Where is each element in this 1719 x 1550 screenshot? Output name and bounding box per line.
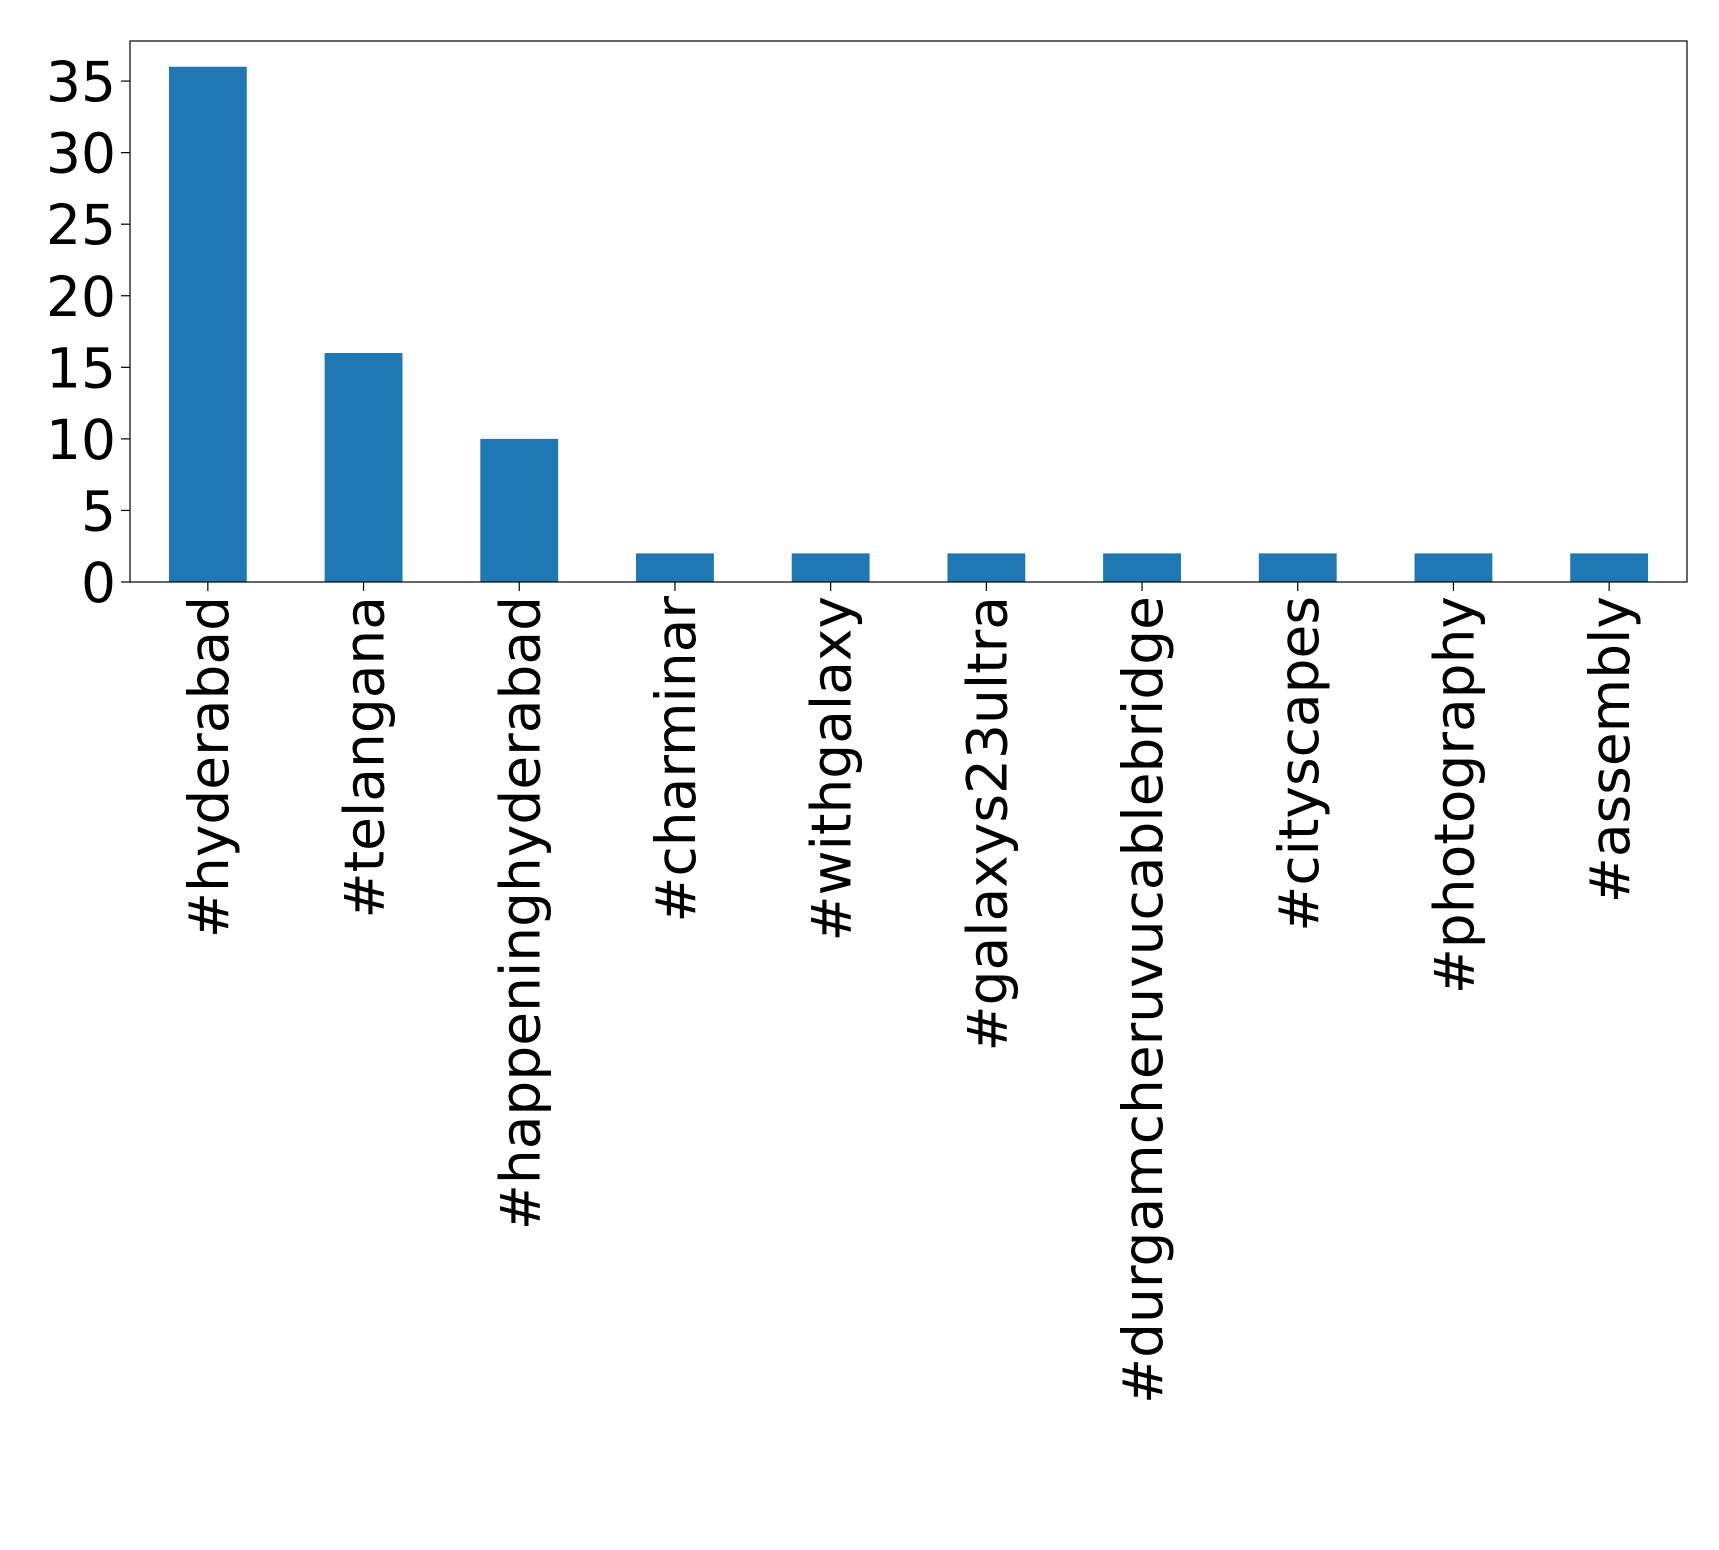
bar	[1414, 553, 1493, 582]
y-tick-label: 0	[81, 551, 116, 615]
bar	[324, 353, 403, 582]
y-tick-label: 15	[46, 336, 116, 400]
x-tick-label: #charminar	[644, 596, 708, 923]
x-tick-label: #durgamcheruvucablebridge	[1111, 596, 1175, 1404]
x-tick-label: #telangana	[333, 596, 397, 919]
x-tick-label: #hyderabad	[177, 596, 241, 938]
bar	[480, 438, 559, 582]
x-tick-label: #cityscapes	[1267, 596, 1331, 932]
bar	[1258, 553, 1337, 582]
plot-frame	[129, 40, 1688, 583]
y-tick-label: 30	[46, 122, 116, 186]
y-tick-label: 35	[46, 50, 116, 114]
x-tick-label: #assembly	[1578, 596, 1642, 903]
bar	[1570, 553, 1649, 582]
y-tick-label: 25	[46, 193, 116, 257]
x-tick-label: #galaxys23ultra	[955, 596, 1019, 1051]
bar	[168, 66, 247, 582]
x-tick-label: #withgalaxy	[800, 596, 864, 941]
bar	[1103, 553, 1181, 582]
y-tick-label: 20	[46, 265, 116, 329]
bar	[947, 553, 1026, 582]
y-tick-label: 5	[81, 479, 116, 543]
x-tick-label: #happeninghyderabad	[488, 596, 552, 1230]
x-tick-label: #photography	[1422, 596, 1486, 994]
y-tick-label: 10	[46, 408, 116, 472]
bar	[636, 553, 714, 582]
bar	[791, 553, 870, 582]
